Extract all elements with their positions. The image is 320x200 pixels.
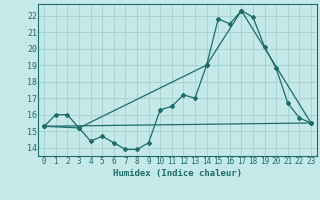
X-axis label: Humidex (Indice chaleur): Humidex (Indice chaleur) xyxy=(113,169,242,178)
